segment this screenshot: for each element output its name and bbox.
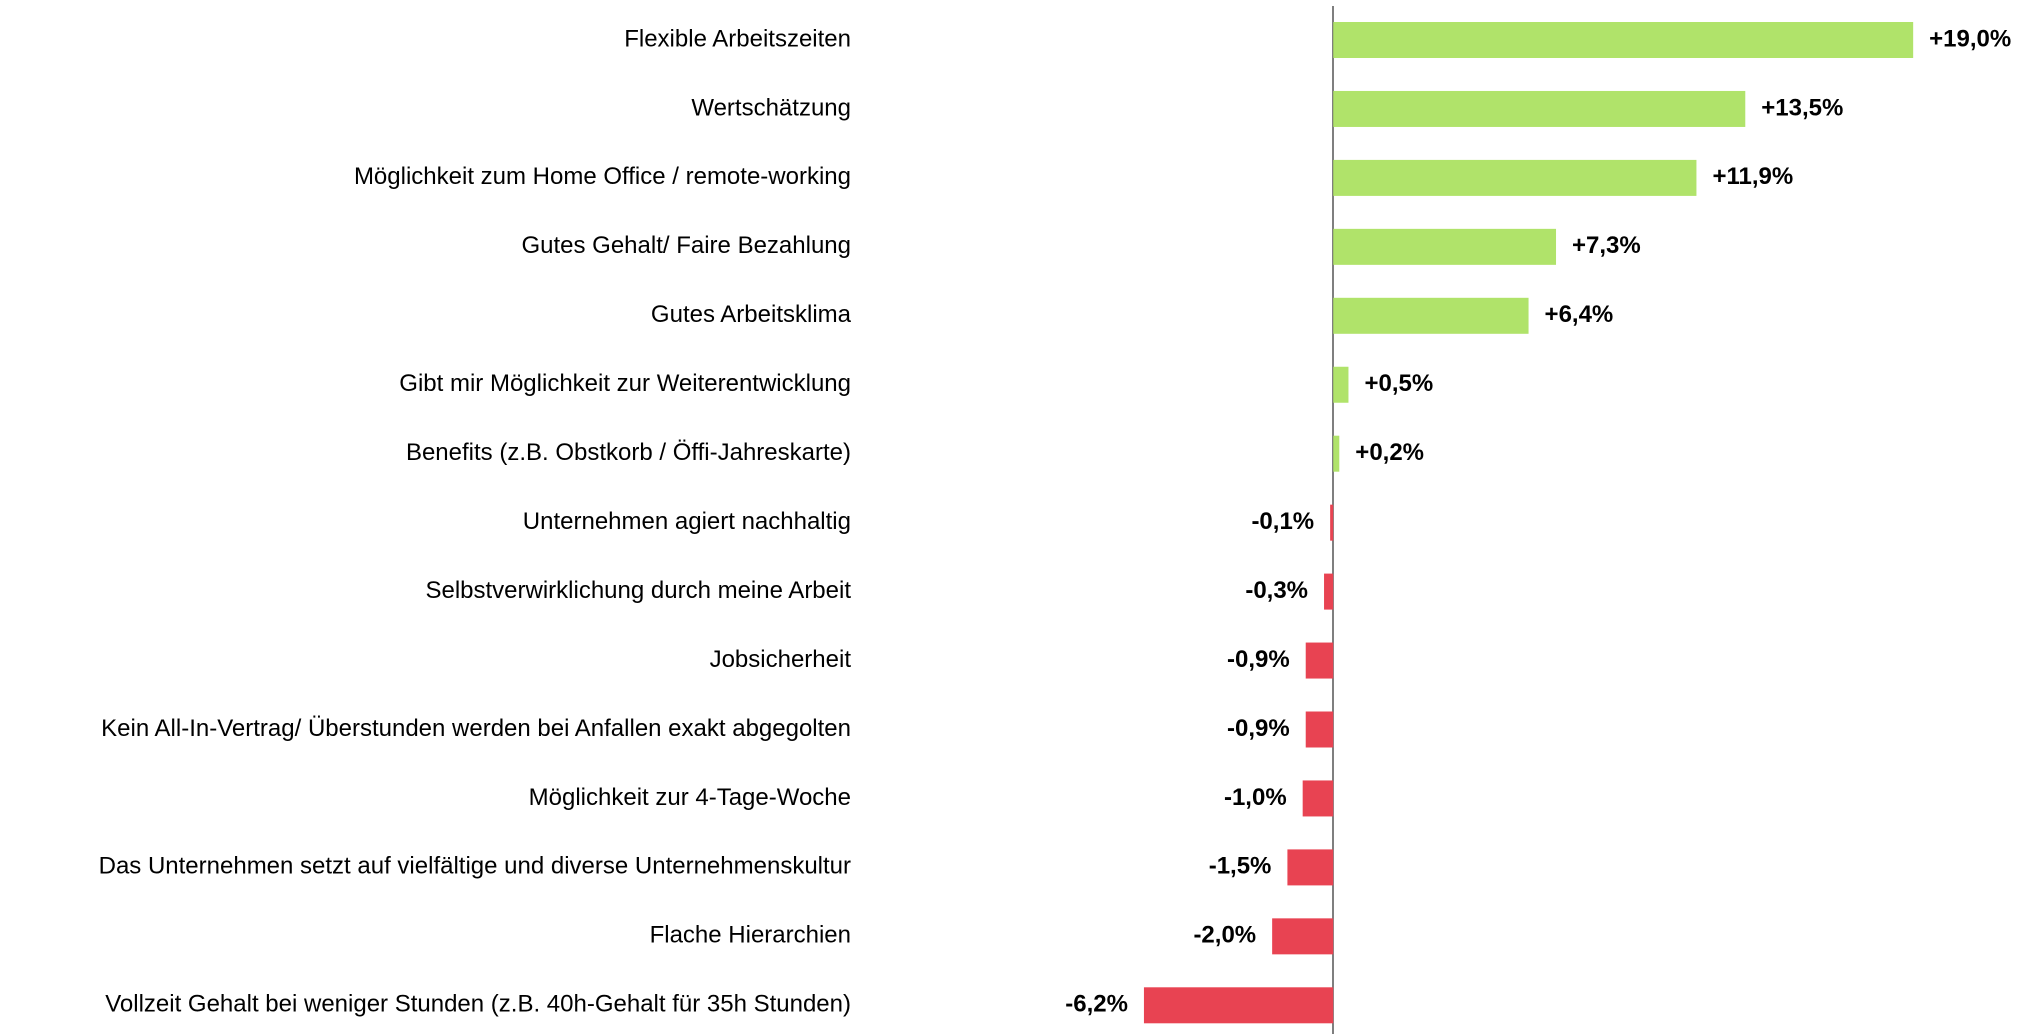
bar [1333, 366, 1349, 403]
category-label: Kein All-In-Vertrag/ Überstunden werden … [101, 715, 851, 742]
bar [1287, 849, 1334, 886]
category-label: Flache Hierarchien [650, 922, 851, 949]
category-label: Jobsicherheit [710, 646, 852, 673]
value-label: +19,0% [1929, 25, 2011, 52]
value-label: +6,4% [1545, 301, 1614, 328]
value-label: +11,9% [1712, 163, 1793, 190]
category-label: Benefits (z.B. Obstkorb / Öffi-Jahreskar… [406, 439, 851, 466]
value-label: -0,9% [1227, 715, 1290, 742]
category-label: Möglichkeit zum Home Office / remote-wor… [354, 163, 851, 190]
value-label: -0,1% [1251, 508, 1314, 535]
bar [1333, 90, 1746, 127]
category-label: Möglichkeit zur 4-Tage-Woche [529, 784, 851, 811]
bar [1333, 159, 1697, 196]
bar [1305, 642, 1334, 679]
value-label: -1,5% [1209, 853, 1272, 880]
value-label: +7,3% [1572, 232, 1641, 259]
bar [1333, 435, 1340, 472]
category-label: Selbstverwirklichung durch meine Arbeit [425, 577, 851, 604]
category-label: Gutes Gehalt/ Faire Bezahlung [521, 232, 851, 259]
value-label: +0,2% [1355, 439, 1424, 466]
value-label: +0,5% [1364, 370, 1433, 397]
value-label: -1,0% [1224, 784, 1287, 811]
bar [1305, 711, 1334, 748]
category-label: Gutes Arbeitsklima [651, 301, 852, 328]
bar [1333, 228, 1557, 265]
value-label: -6,2% [1065, 991, 1128, 1018]
value-label: -2,0% [1193, 922, 1256, 949]
bar [1333, 22, 1914, 58]
category-label: Gibt mir Möglichkeit zur Weiterentwicklu… [399, 370, 851, 397]
category-label: Vollzeit Gehalt bei weniger Stunden (z.B… [105, 991, 851, 1018]
bar [1333, 297, 1529, 334]
category-label: Unternehmen agiert nachhaltig [523, 508, 851, 535]
category-label: Das Unternehmen setzt auf vielfältige un… [99, 853, 851, 880]
bar [1143, 987, 1334, 1024]
bar [1302, 780, 1334, 817]
value-label: -0,9% [1227, 646, 1290, 673]
category-label: Wertschätzung [691, 94, 851, 121]
value-label: +13,5% [1761, 94, 1843, 121]
value-label: -0,3% [1245, 577, 1308, 604]
category-label: Flexible Arbeitszeiten [624, 25, 851, 52]
bar [1272, 918, 1334, 955]
bar [1324, 573, 1334, 610]
bar [1330, 504, 1334, 541]
